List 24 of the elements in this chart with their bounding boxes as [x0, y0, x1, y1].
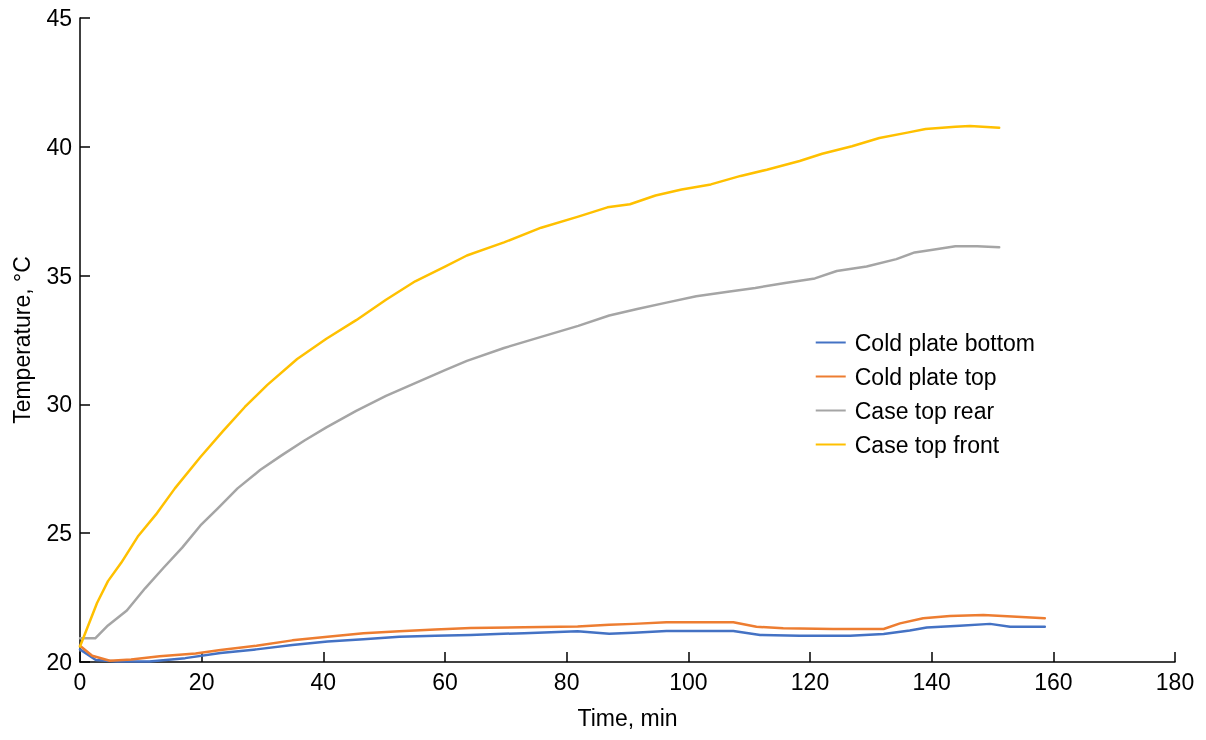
legend-label: Case top front [854, 431, 1000, 458]
line-series [78, 613, 1047, 662]
y-tick-label: 45 [46, 5, 72, 31]
legend-label: Case top rear [854, 397, 995, 424]
x-tick-label: 180 [1155, 668, 1195, 695]
y-tick-label: 40 [46, 133, 72, 160]
y-tick-label: 30 [46, 391, 72, 418]
x-tick-label: 120 [790, 668, 830, 695]
x-tick-label: 60 [432, 668, 458, 695]
x-tick-label: 0 [73, 668, 87, 695]
x-tick-label: 40 [310, 668, 337, 695]
legend-label: Cold plate top [854, 363, 997, 390]
y-axis-title: Temperature, °C [8, 256, 35, 424]
x-tick-label: 80 [553, 668, 580, 695]
line-series [78, 622, 1047, 663]
x-tick-label: 20 [188, 668, 215, 695]
x-axis-title: Time, min [577, 704, 678, 731]
y-tick-label: 20 [46, 649, 72, 675]
y-tick-label: 35 [46, 262, 72, 289]
x-tick-label: 140 [912, 668, 951, 695]
y-tick-label: 25 [46, 520, 72, 547]
x-tick-label: 100 [669, 668, 708, 695]
legend-label: Cold plate bottom [854, 329, 1036, 356]
x-tick-label: 160 [1034, 668, 1073, 695]
